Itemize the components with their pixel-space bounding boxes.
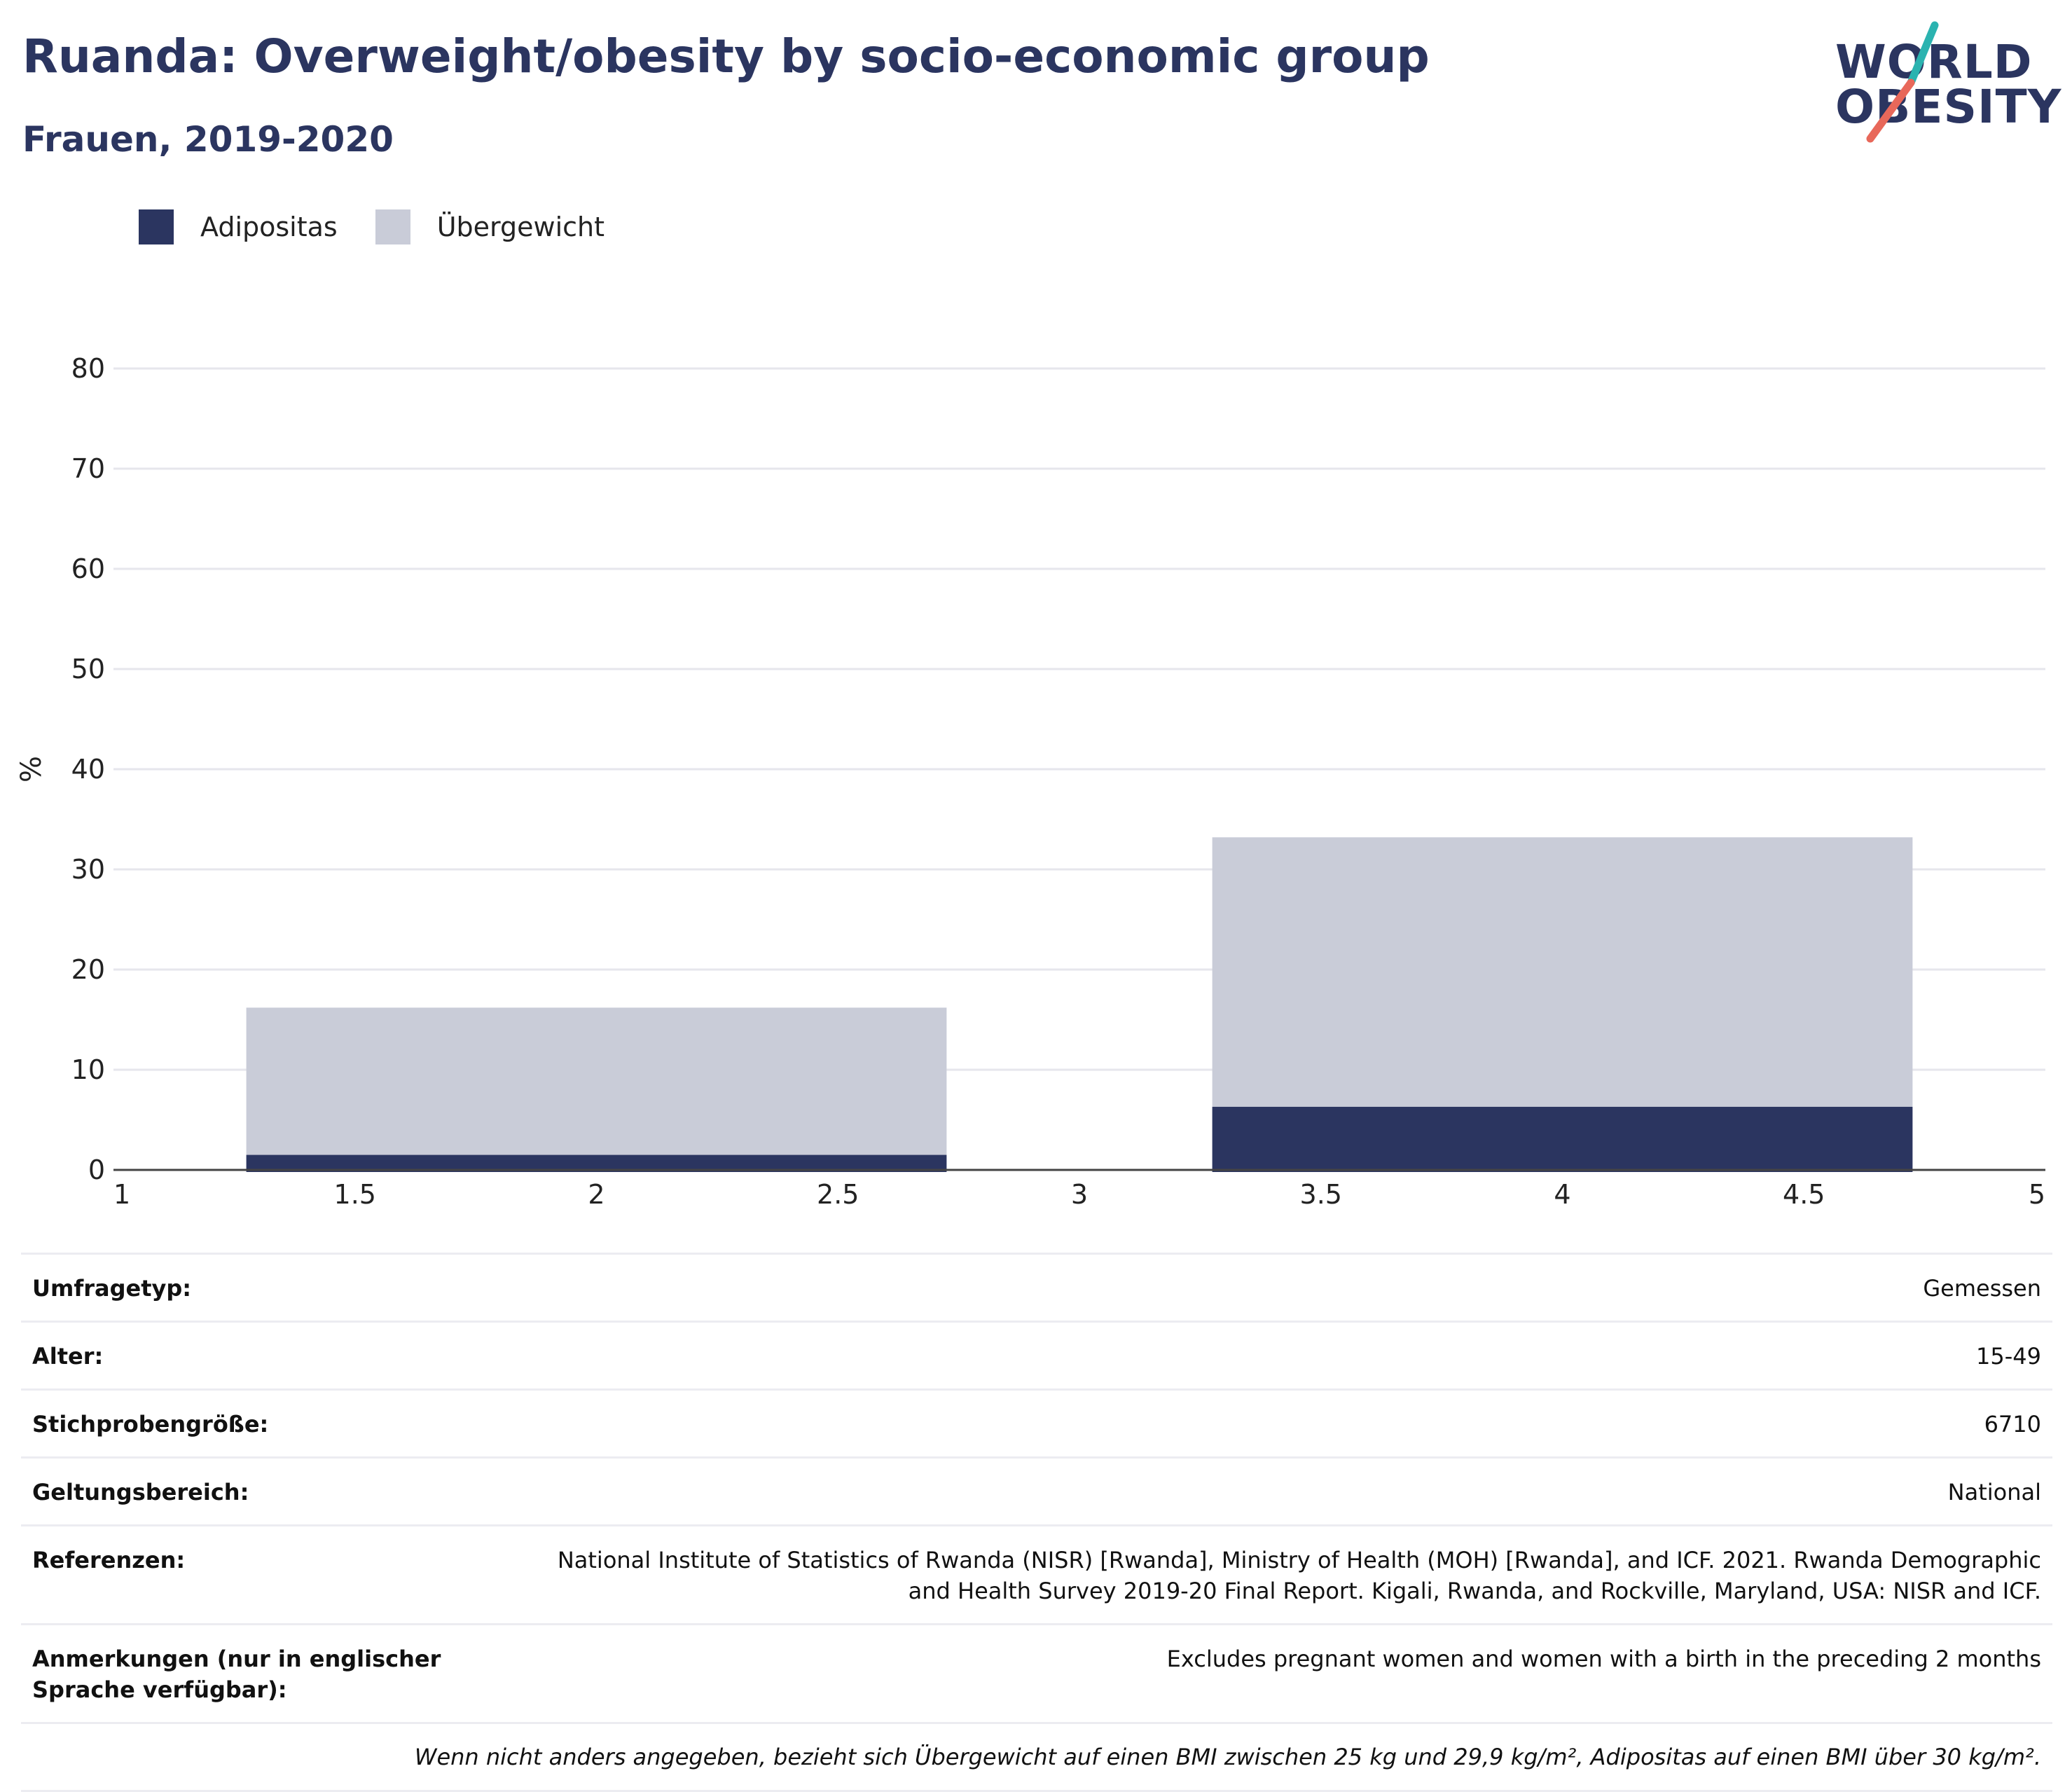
- definition-footnote: Wenn nicht anders angegeben, bezieht sic…: [21, 1722, 2052, 1792]
- meta-row-age: Alter: 15-49: [21, 1321, 2052, 1388]
- x-tick-label: 3: [1071, 1179, 1088, 1210]
- x-tick-label: 5: [2029, 1179, 2045, 1210]
- y-tick-label: 60: [71, 553, 105, 584]
- x-tick-label: 3.5: [1300, 1179, 1342, 1210]
- meta-row-scope: Geltungsbereich: National: [21, 1456, 2052, 1524]
- y-tick-label: 30: [71, 854, 105, 885]
- meta-value-scope: National: [1947, 1479, 2041, 1505]
- legend-item-adipositas[interactable]: Adipositas: [139, 209, 338, 244]
- x-tick-label: 1: [113, 1179, 130, 1210]
- chart-bars: [246, 837, 1913, 1172]
- meta-value-references: National Institute of Statistics of Rwan…: [557, 1547, 2041, 1604]
- logo-word-obesity: OBESITY: [1835, 80, 2062, 134]
- y-tick-label: 80: [71, 353, 105, 384]
- bar-uebergewicht: [246, 1007, 947, 1155]
- x-tick-label: 2: [588, 1179, 605, 1210]
- world-obesity-logo: WORLD OBESITY: [1821, 21, 2061, 147]
- meta-key-notes: Anmerkungen (nur in englischer Sprache v…: [32, 1646, 441, 1703]
- metadata-table: Umfragetyp: Gemessen Alter: 15-49 Stichp…: [21, 1253, 2052, 1792]
- y-tick-label: 70: [71, 453, 105, 484]
- meta-value-sample-size: 6710: [1984, 1411, 2041, 1438]
- meta-key-survey-type: Umfragetyp:: [32, 1275, 192, 1302]
- chart-title: Ruanda: Overweight/obesity by socio-econ…: [22, 29, 1430, 83]
- meta-key-references: Referenzen:: [32, 1547, 186, 1573]
- legend-swatch-uebergewicht: [375, 209, 410, 244]
- y-tick-label: 50: [71, 654, 105, 684]
- y-tick-label: 40: [71, 754, 105, 785]
- meta-key-scope: Geltungsbereich:: [32, 1479, 249, 1505]
- chart-subtitle: Frauen, 2019-2020: [22, 119, 394, 160]
- bar-adipositas: [1212, 1106, 1913, 1172]
- x-tick-label: 4: [1554, 1179, 1570, 1210]
- meta-key-sample-size: Stichprobengröße:: [32, 1411, 269, 1438]
- chart-axes: 0 10 20 30 40 50 60 70 80 1 1.5 2 2.5 3 3.5 4 4.5 5: [71, 353, 2045, 1210]
- bar-uebergewicht: [1212, 837, 1913, 1107]
- meta-row-sample-size: Stichprobengröße: 6710: [21, 1388, 2052, 1456]
- y-tick-label: 10: [71, 1054, 105, 1085]
- bar-chart: 0 10 20 30 40 50 60 70 80 1 1.5 2 2.5 3 3.5 4 4.5 5 %: [15, 353, 2045, 1210]
- legend-item-uebergewicht[interactable]: Übergewicht: [375, 209, 605, 244]
- meta-row-survey-type: Umfragetyp: Gemessen: [21, 1253, 2052, 1321]
- logo-word-world: WORLD: [1835, 35, 2033, 89]
- x-tick-label: 1.5: [334, 1179, 376, 1210]
- meta-row-notes: Anmerkungen (nur in englischer Sprache v…: [21, 1623, 2052, 1722]
- chart-legend: Adipositas Übergewicht: [139, 207, 642, 247]
- logo-slash-icon: [1866, 21, 1939, 143]
- legend-label-adipositas: Adipositas: [200, 212, 338, 242]
- meta-key-age: Alter:: [32, 1343, 104, 1370]
- legend-swatch-adipositas: [139, 209, 174, 244]
- meta-value-notes: Excludes pregnant women and women with a…: [1166, 1646, 2041, 1672]
- y-axis-label: %: [15, 756, 48, 783]
- meta-row-references: Referenzen: National Institute of Statis…: [21, 1524, 2052, 1623]
- x-tick-label: 2.5: [817, 1179, 859, 1210]
- legend-label-uebergewicht: Übergewicht: [436, 212, 605, 242]
- meta-value-survey-type: Gemessen: [1923, 1275, 2041, 1302]
- x-tick-label: 4.5: [1783, 1179, 1825, 1210]
- y-tick-label: 20: [71, 954, 105, 985]
- y-tick-label: 0: [88, 1155, 105, 1185]
- meta-value-age: 15-49: [1976, 1343, 2041, 1370]
- chart-gridlines: [113, 367, 2045, 1071]
